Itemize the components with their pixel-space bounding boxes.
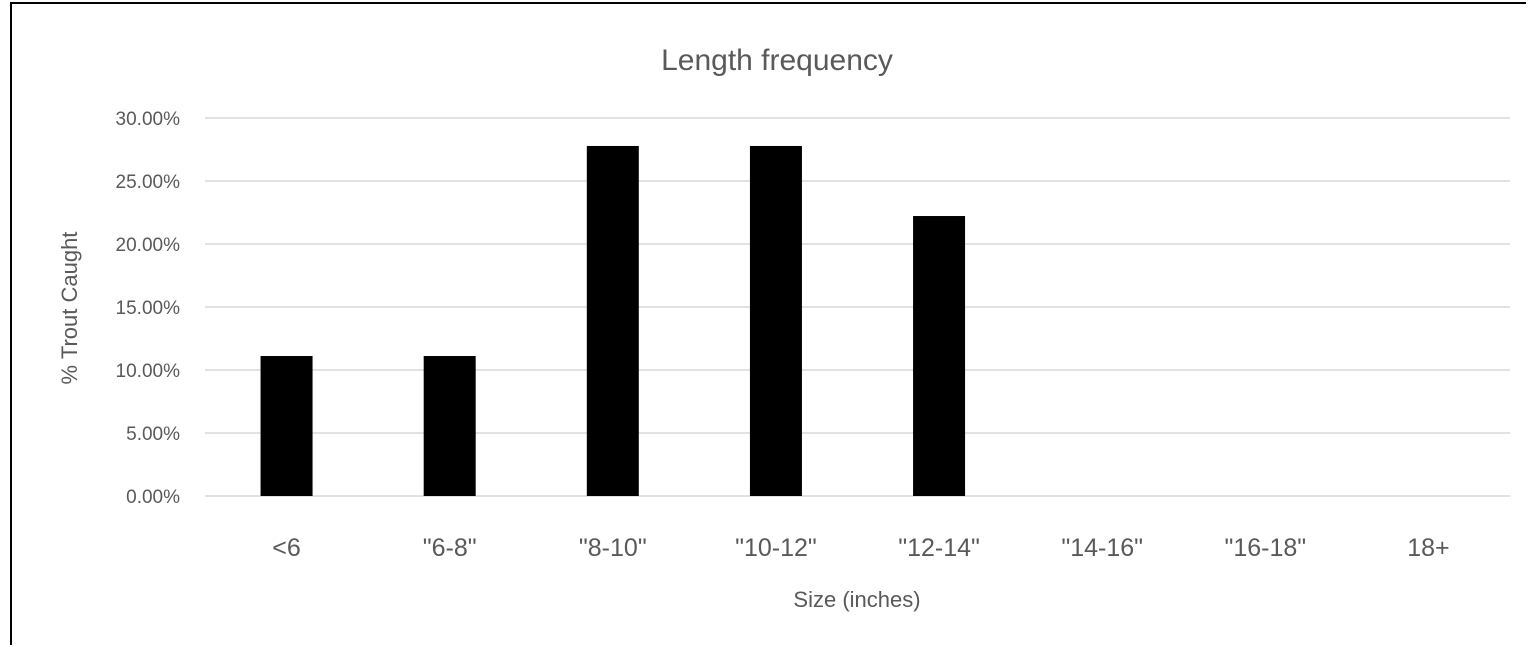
y-tick-label: 5.00% (126, 424, 180, 445)
x-tick-label: "6-8" (423, 534, 477, 562)
x-axis-label: Size (inches) (793, 587, 920, 612)
x-tick-label: "14-16" (1061, 534, 1143, 562)
y-axis-label: % Trout Caught (57, 232, 82, 385)
bars (260, 145, 966, 497)
y-tick-label: 25.00% (116, 172, 181, 193)
y-tick-label: 30.00% (116, 109, 181, 130)
x-tick-label: "16-18" (1224, 534, 1306, 562)
x-tick-label: "10-12" (735, 534, 817, 562)
gridlines (205, 117, 1510, 497)
x-tick-label: <6 (272, 534, 301, 562)
bar (749, 145, 802, 497)
y-axis-ticks: 0.00% 5.00% 10.00% 15.00% 20.00% 25.00% 30.00% (116, 109, 181, 508)
y-tick-label: 0.00% (126, 487, 180, 508)
chart-title: Length frequency (661, 44, 893, 77)
x-axis-ticks: <6 "6-8" "8-10" "10-12" "12-14" "14-16" "16-18… (272, 534, 1449, 562)
x-tick-label: "8-10" (579, 534, 647, 562)
bar (586, 145, 639, 497)
y-tick-label: 10.00% (116, 361, 181, 382)
bar (913, 216, 966, 496)
y-tick-label: 20.00% (116, 235, 181, 256)
x-tick-label: "12-14" (898, 534, 980, 562)
bar (423, 356, 476, 496)
x-tick-label: 18+ (1407, 534, 1449, 562)
bar (260, 356, 313, 496)
y-tick-label: 15.00% (116, 298, 181, 319)
